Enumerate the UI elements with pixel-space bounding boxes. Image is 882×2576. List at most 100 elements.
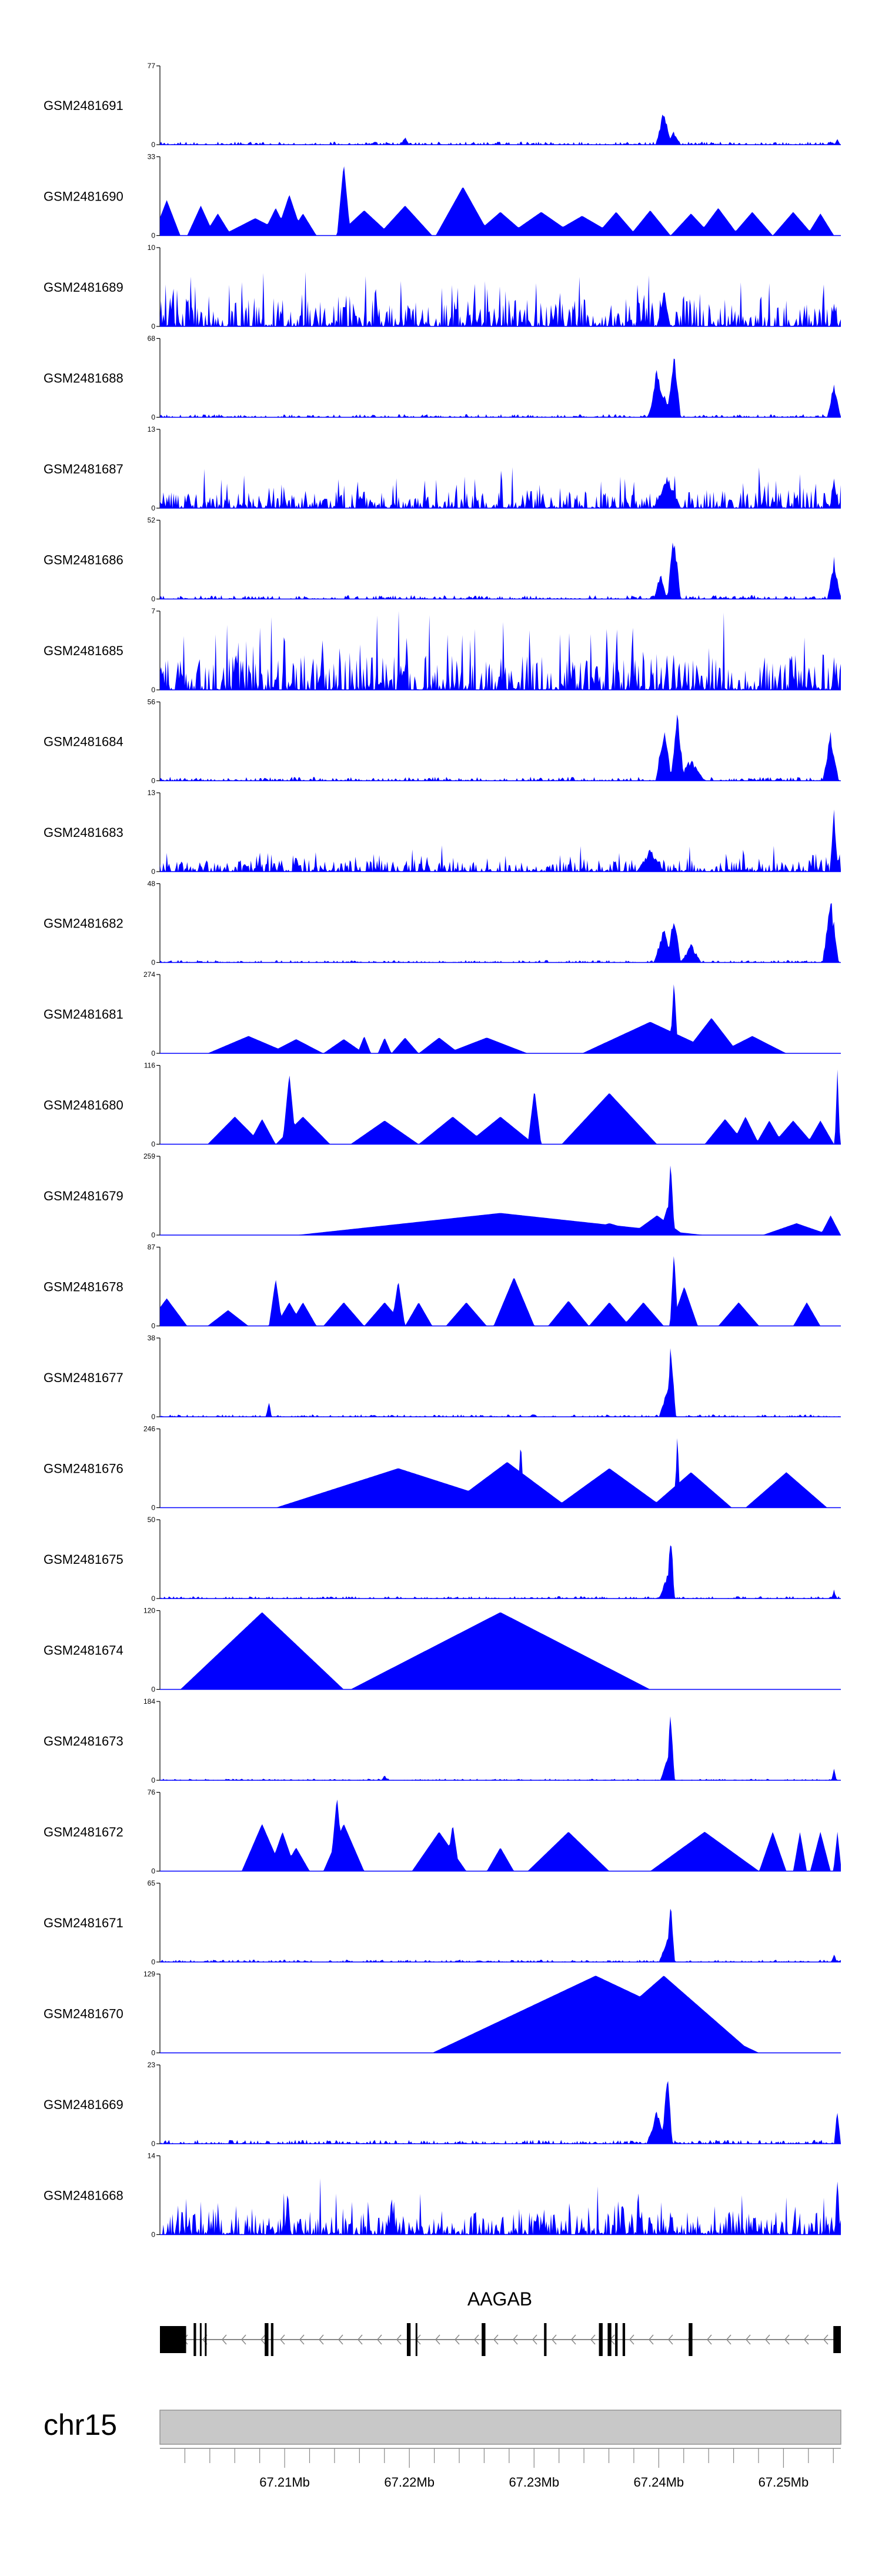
strand-arrow — [571, 2334, 576, 2345]
track-GSM2481683: GSM2481683 13 0 — [44, 789, 841, 876]
y-min-label: 0 — [151, 1049, 155, 1057]
y-max-label: 14 — [148, 2152, 156, 2160]
gene-exon — [406, 2323, 411, 2356]
y-min-label: 0 — [151, 1776, 155, 1784]
track-label: GSM2481668 — [44, 2188, 123, 2203]
y-min-label: 0 — [151, 232, 155, 240]
y-min-label: 0 — [151, 504, 155, 512]
y-max-label: 23 — [148, 2061, 156, 2069]
strand-arrow — [649, 2334, 654, 2345]
y-max-label: 274 — [143, 970, 155, 979]
track-label: GSM2481677 — [44, 1370, 123, 1385]
track-label: GSM2481671 — [44, 1916, 123, 1930]
track-GSM2481684: GSM2481684 56 0 — [44, 698, 841, 785]
signal-area-GSM2481680 — [160, 1069, 841, 1144]
track-label: GSM2481683 — [44, 825, 123, 840]
signal-area-GSM2481683 — [160, 809, 841, 872]
y-max-label: 184 — [143, 1697, 155, 1706]
track-GSM2481688: GSM2481688 68 0 — [44, 335, 841, 422]
track-label: GSM2481680 — [44, 1098, 123, 1113]
strand-arrow — [707, 2334, 712, 2345]
y-min-label: 0 — [151, 1140, 155, 1149]
strand-arrow — [358, 2334, 363, 2345]
y-max-label: 246 — [143, 1425, 155, 1433]
strand-arrow — [668, 2334, 673, 2345]
strand-arrow — [552, 2334, 557, 2345]
signal-area-GSM2481689 — [160, 272, 841, 326]
gene-exon — [193, 2323, 196, 2356]
gene-exon — [160, 2326, 186, 2353]
chromosome-label: chr15 — [44, 2408, 117, 2441]
axis-tick-label: 67.22Mb — [384, 2475, 435, 2490]
strand-arrow — [726, 2334, 731, 2345]
signal-area-GSM2481682 — [160, 903, 841, 963]
strand-arrow — [396, 2334, 402, 2345]
track-label: GSM2481691 — [44, 98, 123, 113]
track-label: GSM2481678 — [44, 1280, 123, 1294]
strand-arrow — [455, 2334, 460, 2345]
track-label: GSM2481674 — [44, 1643, 123, 1658]
strand-arrow — [765, 2334, 770, 2345]
strand-arrow — [377, 2334, 382, 2345]
gene-exon — [415, 2323, 417, 2356]
y-min-label: 0 — [151, 1958, 155, 1966]
gene-exon — [270, 2323, 273, 2356]
track-label: GSM2481676 — [44, 1461, 123, 1476]
signal-area-GSM2481681 — [160, 984, 841, 1053]
y-min-label: 0 — [151, 867, 155, 876]
track-label: GSM2481687 — [44, 462, 123, 476]
strand-arrow — [590, 2334, 596, 2345]
y-min-label: 0 — [151, 686, 155, 694]
signal-area-GSM2481687 — [160, 467, 841, 508]
signal-area-GSM2481679 — [160, 1165, 841, 1235]
track-label: GSM2481669 — [44, 2097, 123, 2112]
y-min-label: 0 — [151, 777, 155, 785]
track-label: GSM2481682 — [44, 916, 123, 931]
y-max-label: 52 — [148, 516, 156, 525]
axis-tick-label: 67.24Mb — [634, 2475, 684, 2490]
y-min-label: 0 — [151, 1322, 155, 1330]
track-GSM2481689: GSM2481689 10 0 — [44, 243, 841, 331]
signal-area-GSM2481673 — [160, 1716, 841, 1780]
track-GSM2481668: GSM2481668 14 0 — [44, 2152, 841, 2239]
gene-exon — [265, 2323, 269, 2356]
y-max-label: 120 — [143, 1607, 155, 1615]
signal-area-GSM2481688 — [160, 358, 841, 418]
y-max-label: 116 — [144, 1062, 155, 1070]
signal-area-GSM2481669 — [160, 2081, 841, 2144]
gene-exon — [544, 2323, 547, 2356]
track-GSM2481691: GSM2481691 77 0 — [44, 62, 841, 149]
y-max-label: 56 — [148, 698, 156, 706]
strand-arrow — [513, 2334, 518, 2345]
y-min-label: 0 — [151, 141, 155, 149]
strand-arrow — [319, 2334, 324, 2345]
y-min-label: 0 — [151, 1413, 155, 1421]
track-GSM2481682: GSM2481682 48 0 — [44, 880, 841, 967]
strand-arrow — [629, 2334, 634, 2345]
track-GSM2481678: GSM2481678 87 0 — [44, 1243, 841, 1330]
axis-tick-label: 67.21Mb — [259, 2475, 310, 2490]
track-label: GSM2481686 — [44, 553, 123, 568]
y-min-label: 0 — [151, 2231, 155, 2239]
track-label: GSM2481675 — [44, 1552, 123, 1567]
y-min-label: 0 — [151, 1867, 155, 1876]
y-min-label: 0 — [151, 959, 155, 967]
gene-exon — [689, 2323, 693, 2356]
y-min-label: 0 — [151, 1504, 155, 1512]
track-GSM2481690: GSM2481690 33 0 — [44, 153, 841, 240]
track-GSM2481687: GSM2481687 13 0 — [44, 425, 841, 512]
gene-exon — [622, 2323, 626, 2356]
gene-name-label: AAGAB — [467, 2288, 532, 2310]
strand-arrow — [260, 2334, 266, 2345]
track-GSM2481677: GSM2481677 38 0 — [44, 1334, 841, 1421]
strand-arrow — [746, 2334, 751, 2345]
signal-area-GSM2481676 — [160, 1438, 841, 1508]
y-max-label: 7 — [151, 607, 155, 615]
signal-area-GSM2481668 — [160, 2178, 841, 2235]
y-max-label: 38 — [148, 1334, 156, 1342]
strand-arrow — [222, 2334, 227, 2345]
gene-track: AAGAB — [160, 2288, 841, 2356]
y-min-label: 0 — [151, 2140, 155, 2148]
track-GSM2481674: GSM2481674 120 0 — [44, 1607, 841, 1694]
